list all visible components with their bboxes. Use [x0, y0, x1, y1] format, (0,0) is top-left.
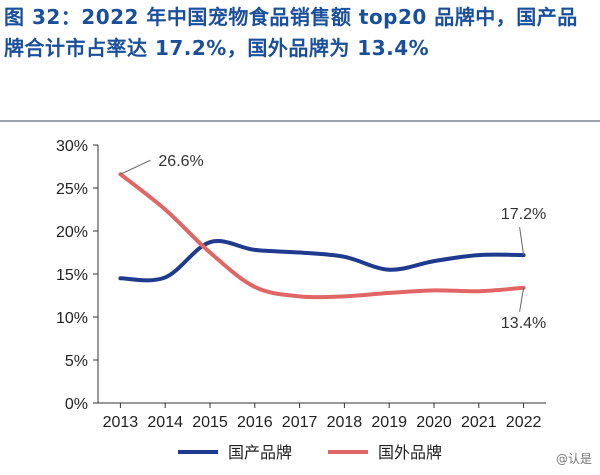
x-tick-label: 2020	[416, 414, 452, 431]
annotations: 26.6% 17.2% 13.4%	[120, 153, 546, 332]
series-lines	[118, 172, 526, 300]
annotation-leader	[519, 227, 525, 256]
y-tick-label: 25%	[56, 181, 88, 198]
annotation-leader	[120, 159, 151, 175]
data-label: 17.2%	[501, 206, 546, 223]
legend-item-domestic: 国产品牌	[178, 443, 292, 462]
y-tick-label: 5%	[65, 353, 88, 370]
x-tick-label: 2016	[237, 414, 273, 431]
y-tick-label: 0%	[65, 396, 88, 413]
data-label: 26.6%	[158, 153, 203, 170]
legend-item-foreign: 国外品牌	[328, 443, 442, 462]
annotation-leader	[519, 287, 525, 312]
title-divider	[0, 120, 600, 122]
x-tick-label: 2015	[192, 414, 228, 431]
x-tick-label: 2013	[103, 414, 139, 431]
x-tick-label: 2019	[371, 414, 407, 431]
legend-label: 国产品牌	[228, 443, 292, 462]
x-tick-label: 2021	[461, 414, 497, 431]
data-label: 13.4%	[501, 315, 546, 332]
x-tick-label: 2022	[506, 414, 542, 431]
x-tick-label: 2018	[327, 414, 363, 431]
chart-title: 图 32：2022 年中国宠物食品销售额 top20 品牌中，国产品牌合计市占率…	[4, 5, 578, 60]
y-tick-label: 20%	[56, 224, 88, 241]
series-line-foreign	[118, 172, 526, 300]
legend-label: 国外品牌	[378, 443, 442, 462]
watermark: @认是	[555, 452, 592, 466]
legend: 国产品牌 国外品牌	[178, 443, 442, 462]
x-tick-label: 2017	[282, 414, 318, 431]
series-line-domestic	[118, 239, 526, 283]
axes: 0% 5% 10% 15% 20% 25% 30% 2013 2014 2015 2016 2017 2…	[56, 138, 546, 431]
y-tick-label: 30%	[56, 138, 88, 155]
y-tick-label: 15%	[56, 267, 88, 284]
y-tick-label: 10%	[56, 310, 88, 327]
x-tick-label: 2014	[147, 414, 183, 431]
